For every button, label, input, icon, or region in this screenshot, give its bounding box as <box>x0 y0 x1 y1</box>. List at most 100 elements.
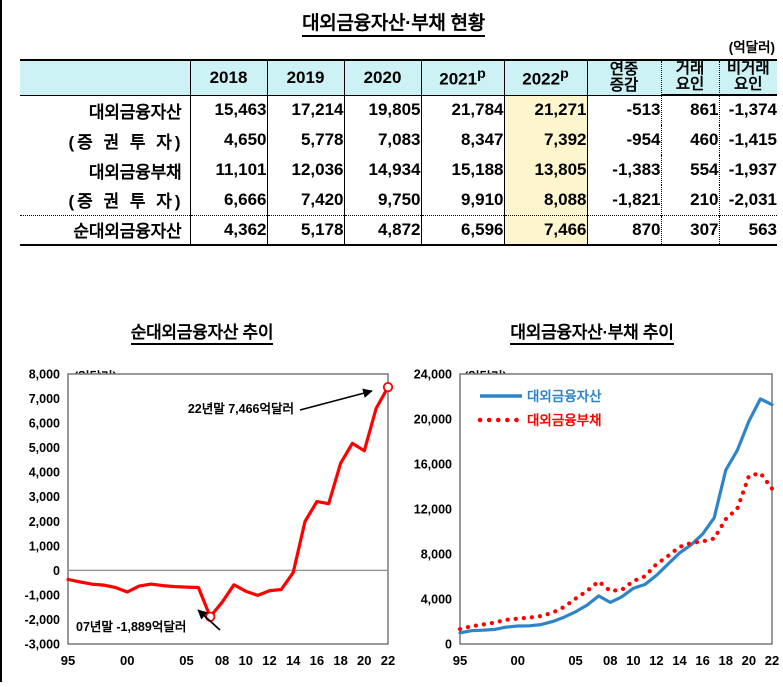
series-line-1 <box>457 470 775 632</box>
row-label-assets-portfolio: (증 권 투 자) <box>20 125 190 156</box>
header-nontransaction-line2: 요인 <box>719 77 777 95</box>
x-axis-tick-label: 00 <box>120 653 134 668</box>
header-2020: 2020 <box>343 58 421 96</box>
cell-assets-2022: 21,271 <box>503 95 587 126</box>
y-axis-tick-label: 12,000 <box>414 503 452 517</box>
page-title-text: 대외금융자산·부채 현황 <box>302 13 485 37</box>
header-annual-change-line2: 증감 <box>609 76 639 94</box>
header-annual-change: 연중 증감 <box>586 58 661 96</box>
cell-net-2021: 6,596 <box>420 214 504 247</box>
series-line-0 <box>66 385 390 619</box>
y-axis-tick-label: -2,000 <box>25 613 60 627</box>
y-axis-tick-label: 24,000 <box>414 368 452 382</box>
table-unit-label: (억달러) <box>728 40 775 55</box>
header-nontransaction-line1: 비거래 <box>726 60 770 77</box>
legend-label-0: 대외금융자산 <box>527 388 602 404</box>
cell-net-change: 870 <box>586 214 661 247</box>
x-axis-tick-label: 12 <box>649 653 663 668</box>
cell-assets-nontransaction: -1,374 <box>718 95 777 126</box>
cell-assets-2018: 15,463 <box>189 95 267 126</box>
y-axis-tick-label: -1,000 <box>25 588 60 602</box>
series-line-0 <box>458 397 774 635</box>
y-axis-tick-label: -3,000 <box>25 638 60 652</box>
x-axis-tick-label: 18 <box>333 653 347 668</box>
charts-svg: 8,000 7,000 6,000 5,000 4,000 3,000 2,000 1,000… <box>25 368 780 669</box>
x-axis-tick-label: 95 <box>453 653 467 668</box>
x-axis-tick-label: 95 <box>61 653 75 668</box>
chart-annotation-2022: 22년말 7,466억달러 <box>188 401 294 416</box>
y-axis-tick-label: 6,000 <box>29 417 60 431</box>
cell-liab-portfolio-2020: 9,750 <box>343 185 421 216</box>
y-axis-tick-label: 2,000 <box>29 515 60 529</box>
plot-frame-net-position <box>67 373 389 645</box>
row-label-net-position: 순대외금융자산 <box>20 214 190 247</box>
cell-liab-portfolio-2021: 9,910 <box>420 185 504 216</box>
table-header: 2018 2019 2020 2021 p 2022p 연중 증감 거래 요인 비… <box>20 58 777 96</box>
y-axis-tick-label: 4,000 <box>421 593 452 607</box>
chart-assets-liabilities: 24,000 20,000 16,000 12,000 8,000 4,000 095 00 0… <box>414 368 779 669</box>
y-axis-tick-label: 0 <box>53 564 60 578</box>
header-annual-change-line1: 연중 <box>609 60 639 78</box>
cell-liab-2018: 11,101 <box>189 155 267 186</box>
x-axis-tick-label: 14 <box>286 653 301 668</box>
data-point-marker <box>382 382 394 393</box>
x-axis-tick-label: 05 <box>568 653 582 668</box>
cell-liab-portfolio-2019: 7,420 <box>266 185 344 216</box>
y-axis-tick-label: 0 <box>445 638 452 652</box>
cell-liab-portfolio-2018: 6,666 <box>189 185 267 216</box>
header-2018: 2018 <box>189 58 267 96</box>
x-axis-tick-label: 00 <box>511 653 525 668</box>
y-axis-tick-label: 7,000 <box>29 392 60 406</box>
header-blank <box>20 58 190 96</box>
row-label-foreign-assets: 대외금융자산 <box>20 95 190 126</box>
cell-net-2022: 7,466 <box>503 214 587 247</box>
financial-table-wrapper: 2018 2019 2020 2021 p 2022p 연중 증감 거래 요인 비… <box>20 58 777 247</box>
annotation-leader-line <box>299 388 373 411</box>
x-axis-tick-label: 05 <box>179 653 193 668</box>
cell-liab-transaction: 554 <box>660 155 719 186</box>
cell-net-2019: 5,178 <box>266 214 344 247</box>
header-2022: 2022p <box>503 58 587 96</box>
y-axis-tick-label: 20,000 <box>414 413 452 427</box>
x-axis-tick-label: 08 <box>215 653 229 668</box>
x-axis-tick-label: 18 <box>719 653 733 668</box>
table-header-row: 2018 2019 2020 2021 p 2022p 연중 증감 거래 요인 비… <box>20 58 777 96</box>
cell-liab-portfolio-2022: 8,088 <box>503 185 587 216</box>
cell-net-transaction: 307 <box>660 214 719 247</box>
cell-liab-portfolio-transaction: 210 <box>660 185 719 216</box>
chart-annotation-2007: 07년말 -1,889억달러 <box>76 619 186 634</box>
header-2019: 2019 <box>266 58 344 96</box>
header-transaction-factor: 거래 요인 <box>660 58 719 96</box>
row-label-liab-portfolio: (증 권 투 자) <box>20 185 190 216</box>
cell-assets-portfolio-nontransaction: -1,415 <box>718 125 777 156</box>
cell-assets-portfolio-2019: 5,778 <box>266 125 344 156</box>
header-2021-year: 2021 <box>439 69 478 89</box>
x-axis-tick-label: 10 <box>239 653 253 668</box>
cell-liab-change: -1,383 <box>586 155 661 186</box>
data-point-marker <box>205 611 216 622</box>
cell-liab-portfolio-nontransaction: -2,031 <box>718 185 777 216</box>
cell-liab-2022: 13,805 <box>503 155 587 186</box>
cell-liab-2019: 12,036 <box>266 155 344 186</box>
chart-title-net-position-text: 순대외금융자산 추이 <box>130 323 274 345</box>
x-axis-tick-label: 16 <box>310 653 324 668</box>
cell-assets-portfolio-2021: 8,347 <box>420 125 504 156</box>
x-axis-tick-label: 16 <box>695 653 709 668</box>
cell-assets-portfolio-2018: 4,650 <box>189 125 267 156</box>
x-axis-tick-label: 14 <box>672 653 687 668</box>
header-2022-superscript: p <box>560 65 569 82</box>
chart-net-position: 8,000 7,000 6,000 5,000 4,000 3,000 2,000 1,000… <box>25 368 396 669</box>
y-axis-tick-label: 8,000 <box>29 368 60 382</box>
cell-liab-2020: 14,934 <box>343 155 421 186</box>
x-axis-tick-label: 20 <box>742 653 756 668</box>
charts-area: 8,000 7,000 6,000 5,000 4,000 3,000 2,000 1,000… <box>2 330 783 687</box>
y-axis-tick-label: 5,000 <box>29 441 60 455</box>
row-label-foreign-liabilities: 대외금융부채 <box>20 155 190 186</box>
y-axis-tick-label: 16,000 <box>414 458 452 472</box>
cell-assets-2021: 21,784 <box>420 95 504 126</box>
annotation-leader-line <box>197 609 221 631</box>
chart-title-net-position: 순대외금융자산 추이 <box>12 318 392 345</box>
financial-table: 2018 2019 2020 2021 p 2022p 연중 증감 거래 요인 비… <box>20 58 777 247</box>
table-row: (증 권 투 자) 6,666 7,420 9,750 9,910 8,088 … <box>20 185 777 216</box>
